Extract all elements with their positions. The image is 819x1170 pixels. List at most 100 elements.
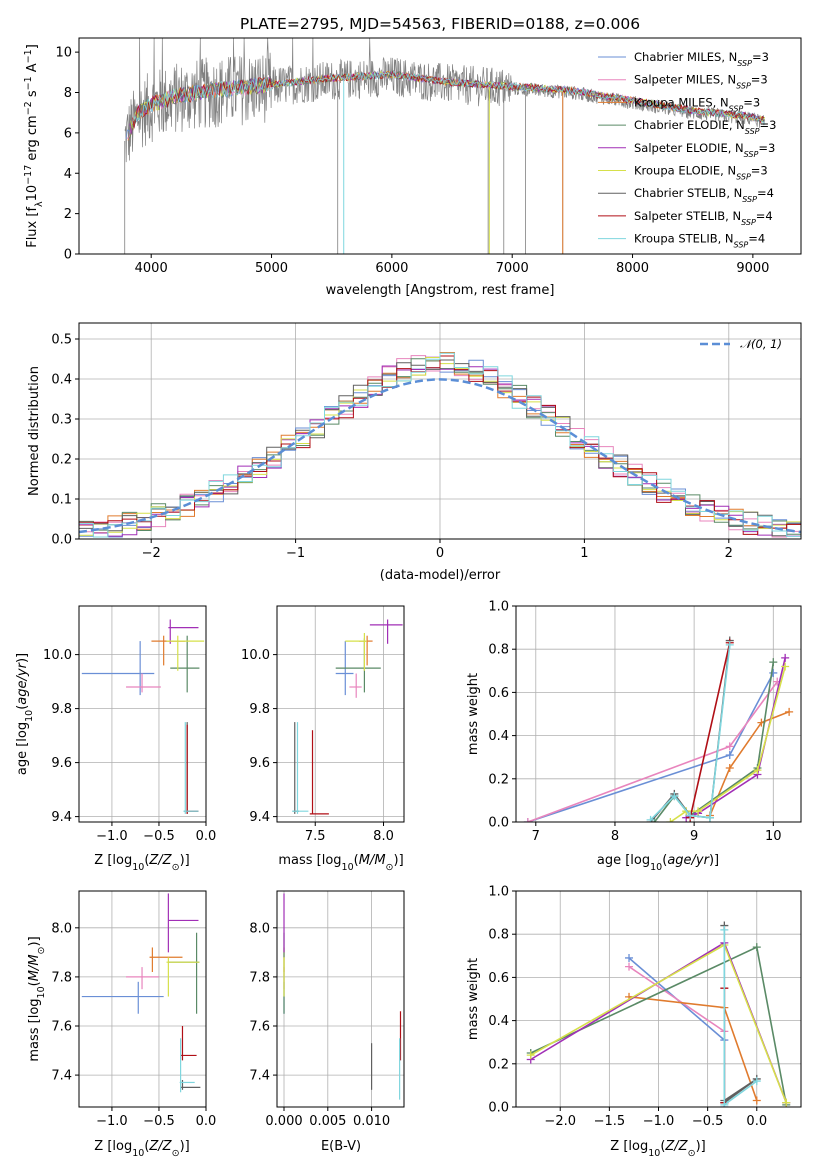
massweight_vs_Z-ytick-label: 0.8 bbox=[488, 928, 509, 943]
residuals-axes: −2 −1 0 1 2 0.0 0.1 0.2 0.3 0.4 0.5 bbox=[51, 322, 802, 561]
age_vs_Z-point-7 bbox=[184, 724, 199, 814]
legend-label-3: Chabrier ELODIE, NSSP=3 bbox=[634, 118, 776, 136]
massweight_vs_age-frame bbox=[515, 605, 802, 823]
mwZ-xlabel-part: Z/Z bbox=[664, 1139, 688, 1154]
massweight_vs_age-marker-8 bbox=[670, 792, 679, 801]
legend-label-part: =3 bbox=[758, 141, 775, 155]
residual-xlabel: (data-model)/error bbox=[380, 568, 501, 583]
massweight_vs_age-xtick-label: 7 bbox=[532, 829, 540, 844]
massweight_vs_Z-ytick-label: 0.6 bbox=[488, 971, 509, 986]
legend-label-part: SSP bbox=[729, 104, 744, 113]
spectrum-ytick-label: 0 bbox=[64, 248, 72, 263]
massweight_vs_Z-xtick-label: −1.5 bbox=[594, 1114, 626, 1129]
spectrum-xtick-label: 6000 bbox=[375, 261, 408, 276]
massZ-ylabel-part: 10 bbox=[36, 986, 47, 998]
mwZ-xlabel-part: ⊙ bbox=[688, 1148, 696, 1159]
massweight_vs_age-line-0 bbox=[527, 672, 775, 822]
legend-label-part: Salpeter STELIB, N bbox=[634, 209, 741, 223]
massweight_vs_Z-xtick-label: −0.5 bbox=[692, 1114, 724, 1129]
legend-label-1: Salpeter MILES, NSSP=3 bbox=[634, 73, 768, 91]
residuals-xtick-label: 2 bbox=[725, 546, 733, 561]
mwage-xlabel: age [log10(age/yr)] bbox=[597, 853, 719, 873]
age_vs_mass-ytick-label: 9.4 bbox=[249, 810, 270, 825]
agemass-xlabel-part: )] bbox=[394, 853, 404, 868]
age_vs_mass-axes: 7.5 8.0 9.4 9.6 9.8 10.0 bbox=[241, 605, 405, 844]
massweight_vs_Z-marker-5 bbox=[526, 1051, 535, 1060]
massweight_vs_age-line-5 bbox=[669, 666, 786, 822]
massweight_vs_Z-marker-8 bbox=[752, 1077, 761, 1086]
massweight_vs_Z-ytick-label: 0.2 bbox=[488, 1057, 509, 1072]
age_vs_Z-axes: −1.0 −0.5 0.0 9.4 9.6 9.8 10.0 bbox=[43, 605, 217, 844]
legend-label-part: SSP bbox=[734, 240, 749, 249]
age_vs_Z-xtick-label: −1.0 bbox=[96, 829, 128, 844]
massweight_vs_age-xtick-label: 9 bbox=[690, 829, 698, 844]
age_vs_mass-point-8 bbox=[292, 722, 309, 814]
spectrum-xtick-label: 9000 bbox=[736, 261, 769, 276]
mwage-xlabel-part: ( bbox=[662, 853, 667, 868]
mass_vs_Z-point-1 bbox=[126, 967, 159, 990]
ageZ-ylabel: age [log10(age/yr)] bbox=[15, 653, 35, 775]
spectrum-ytick-label: 10 bbox=[55, 46, 72, 61]
massweight_vs_Z-marker-3 bbox=[752, 943, 761, 952]
mass_vs_Z-point-4 bbox=[167, 893, 199, 953]
spectrum-model-line-7 bbox=[132, 70, 764, 128]
normal-curve bbox=[79, 378, 801, 534]
age_vs_mass-point-2 bbox=[358, 635, 373, 666]
massweight_vs_age-marker-5 bbox=[781, 662, 790, 671]
legend-label-part: =3 bbox=[760, 118, 777, 132]
massweight_vs_age-marker-8 bbox=[725, 640, 734, 649]
massweight_vs_Z-plot-area bbox=[526, 921, 791, 1107]
legend-label-part: =3 bbox=[751, 73, 768, 87]
massZ-xlabel-part: 10 bbox=[132, 1148, 144, 1159]
mass_vs_EBV-xtick-label: 0.010 bbox=[353, 1114, 390, 1129]
mass_vs_EBV-ytick-label: 7.8 bbox=[249, 970, 270, 985]
residuals-ytick-label: 0.2 bbox=[51, 453, 72, 468]
spectrum-ytick-label: 6 bbox=[64, 126, 72, 141]
residuals-ytick-label: 0.4 bbox=[51, 373, 72, 388]
mwZ-ylabel: mass weight bbox=[466, 958, 481, 1040]
legend-label-part: SSP bbox=[737, 59, 752, 68]
residuals-ytick-label: 0.1 bbox=[51, 493, 72, 508]
age_vs_Z-xtick-label: 0.0 bbox=[196, 829, 217, 844]
massweight_vs_Z-marker-8 bbox=[720, 1100, 729, 1107]
massZ-ylabel-part: M/M bbox=[27, 954, 42, 981]
age_vs_Z-point-4 bbox=[168, 619, 199, 644]
mass_vs_EBV-frame bbox=[276, 890, 405, 1108]
mass_vs_Z-point-5 bbox=[166, 957, 200, 997]
age_vs_Z-xtick-label: −0.5 bbox=[143, 829, 175, 844]
spectrum-ylabel-part: 10 bbox=[25, 185, 40, 202]
mass_vs_Z-point-6 bbox=[180, 1080, 201, 1090]
residuals-ytick-label: 0.3 bbox=[51, 413, 72, 428]
legend-label-part: =4 bbox=[757, 186, 774, 200]
age_vs_Z-point-3 bbox=[170, 635, 200, 693]
legend-label-part: =4 bbox=[756, 209, 773, 223]
massweight_vs_age-marker-1 bbox=[725, 742, 734, 751]
figure-title: PLATE=2795, MJD=54563, FIBERID=0188, z=0… bbox=[240, 15, 640, 33]
spectrum-ylabel-part: A bbox=[25, 63, 40, 76]
residuals-ytick-label: 0.5 bbox=[51, 333, 72, 348]
massweight_vs_age-ytick-label: 1.0 bbox=[488, 600, 509, 615]
massweight_vs_age-marker-4 bbox=[781, 653, 790, 662]
legend-label-5: Kroupa ELODIE, NSSP=3 bbox=[634, 164, 768, 182]
residuals-xtick-label: −2 bbox=[142, 546, 161, 561]
mwage-xlabel-part: age/yr bbox=[667, 853, 710, 868]
massweight_vs_age-line-7 bbox=[689, 642, 731, 818]
mass_vs_EBV-axes: 0.000 0.005 0.010 7.4 7.6 7.8 8.0 bbox=[249, 890, 405, 1129]
massweight_vs_age-xtick-label: 10 bbox=[765, 829, 782, 844]
agemass-xlabel-part: ⊙ bbox=[386, 862, 394, 873]
massweight_vs_Z-xtick-label: −2.0 bbox=[544, 1114, 576, 1129]
mass_vs_EBV-ytick-label: 7.4 bbox=[249, 1069, 270, 1084]
massweight_vs_age-marker-2 bbox=[725, 764, 734, 772]
spectrum-ylabel-part: erg cm bbox=[25, 115, 40, 164]
mass_vs_EBV-ytick-label: 7.6 bbox=[249, 1020, 270, 1035]
age_vs_Z-point-8 bbox=[183, 722, 199, 814]
massweight_vs_age-marker-0 bbox=[725, 751, 734, 760]
legend-label-part: =3 bbox=[752, 50, 769, 64]
legend-label-part: Chabrier STELIB, N bbox=[634, 186, 742, 200]
agemass-xlabel-part: 10 bbox=[342, 862, 354, 873]
spectrum-ytick-label: 8 bbox=[64, 86, 72, 101]
spectrum-xtick-label: 7000 bbox=[496, 261, 529, 276]
massZ-ylabel-part: ( bbox=[27, 981, 42, 986]
legend-label-8: Kroupa STELIB, NSSP=4 bbox=[634, 232, 765, 250]
mwZ-xlabel-part: 10 bbox=[648, 1148, 660, 1159]
